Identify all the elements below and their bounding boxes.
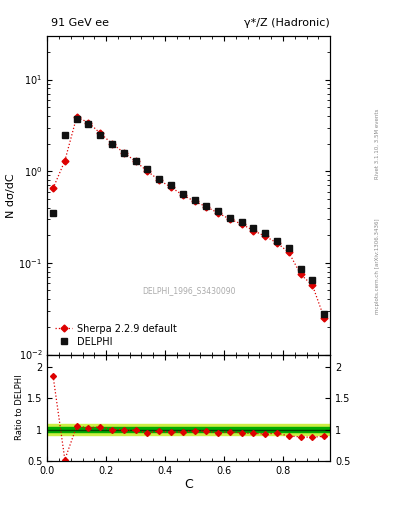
Sherpa 2.2.9 default bbox=[298, 271, 303, 278]
Legend: Sherpa 2.2.9 default, DELPHI: Sherpa 2.2.9 default, DELPHI bbox=[52, 321, 180, 350]
Sherpa 2.2.9 default bbox=[251, 227, 256, 233]
DELPHI bbox=[180, 190, 185, 197]
DELPHI bbox=[62, 132, 67, 138]
Bar bbox=[47, 424, 330, 435]
Line: Sherpa 2.2.9 default: Sherpa 2.2.9 default bbox=[51, 115, 327, 321]
Sherpa 2.2.9 default bbox=[62, 158, 67, 164]
Sherpa 2.2.9 default bbox=[275, 240, 279, 246]
Text: 91 GeV ee: 91 GeV ee bbox=[51, 18, 109, 28]
DELPHI bbox=[263, 230, 268, 237]
Text: Rivet 3.1.10, 3.5M events: Rivet 3.1.10, 3.5M events bbox=[375, 108, 380, 179]
Sherpa 2.2.9 default bbox=[322, 315, 327, 321]
DELPHI bbox=[157, 176, 162, 182]
Sherpa 2.2.9 default bbox=[86, 119, 91, 125]
Bar bbox=[47, 427, 330, 432]
Sherpa 2.2.9 default bbox=[74, 114, 79, 120]
DELPHI bbox=[145, 166, 150, 173]
Line: DELPHI: DELPHI bbox=[50, 116, 328, 317]
Sherpa 2.2.9 default bbox=[228, 216, 232, 222]
Sherpa 2.2.9 default bbox=[145, 168, 150, 174]
Text: γ*/Z (Hadronic): γ*/Z (Hadronic) bbox=[244, 18, 330, 28]
Text: mcplots.cern.ch [arXiv:1306.3436]: mcplots.cern.ch [arXiv:1306.3436] bbox=[375, 219, 380, 314]
Sherpa 2.2.9 default bbox=[239, 221, 244, 227]
Y-axis label: Ratio to DELPHI: Ratio to DELPHI bbox=[15, 375, 24, 440]
Y-axis label: N dσ/dC: N dσ/dC bbox=[6, 173, 16, 218]
DELPHI bbox=[298, 266, 303, 272]
DELPHI bbox=[216, 208, 220, 214]
Sherpa 2.2.9 default bbox=[310, 282, 315, 288]
DELPHI bbox=[51, 210, 55, 216]
Sherpa 2.2.9 default bbox=[110, 141, 114, 147]
Sherpa 2.2.9 default bbox=[180, 192, 185, 198]
DELPHI bbox=[74, 116, 79, 122]
Sherpa 2.2.9 default bbox=[121, 150, 126, 156]
DELPHI bbox=[121, 150, 126, 156]
Sherpa 2.2.9 default bbox=[157, 177, 162, 183]
DELPHI bbox=[110, 141, 114, 147]
Sherpa 2.2.9 default bbox=[192, 198, 197, 204]
DELPHI bbox=[86, 121, 91, 127]
Text: DELPHI_1996_S3430090: DELPHI_1996_S3430090 bbox=[142, 286, 235, 295]
DELPHI bbox=[98, 132, 103, 138]
Sherpa 2.2.9 default bbox=[98, 130, 103, 136]
DELPHI bbox=[228, 215, 232, 221]
DELPHI bbox=[169, 182, 173, 188]
Sherpa 2.2.9 default bbox=[216, 210, 220, 216]
DELPHI bbox=[322, 310, 327, 316]
Sherpa 2.2.9 default bbox=[133, 158, 138, 164]
X-axis label: C: C bbox=[184, 478, 193, 492]
DELPHI bbox=[204, 203, 209, 209]
DELPHI bbox=[192, 198, 197, 204]
DELPHI bbox=[286, 245, 291, 251]
DELPHI bbox=[275, 238, 279, 244]
Sherpa 2.2.9 default bbox=[169, 184, 173, 190]
DELPHI bbox=[251, 225, 256, 231]
DELPHI bbox=[310, 277, 315, 283]
Sherpa 2.2.9 default bbox=[286, 249, 291, 255]
DELPHI bbox=[239, 219, 244, 225]
DELPHI bbox=[133, 158, 138, 164]
Sherpa 2.2.9 default bbox=[263, 233, 268, 240]
Sherpa 2.2.9 default bbox=[51, 185, 55, 191]
Sherpa 2.2.9 default bbox=[204, 204, 209, 210]
